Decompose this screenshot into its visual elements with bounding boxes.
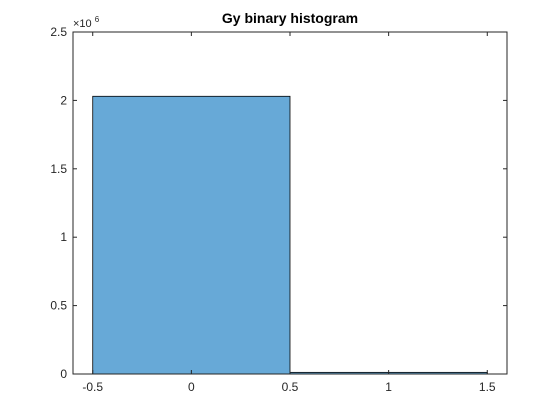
y-exponent-label: ×10 6	[73, 15, 100, 30]
chart-title: Gy binary histogram	[222, 10, 358, 26]
y-tick-label-4: 2	[60, 93, 67, 107]
x-tick-label-1: 0	[188, 380, 195, 394]
x-tick-label-2: 0.5	[282, 380, 299, 394]
y-tick-label-2: 1	[60, 230, 67, 244]
y-tick-label-3: 1.5	[50, 162, 67, 176]
y-exponent-power: 6	[95, 15, 100, 24]
y-tick-label-5: 2.5	[50, 25, 67, 39]
y-tick-label-0: 0	[60, 367, 67, 381]
y-tick-label-1: 0.5	[50, 299, 67, 313]
x-tick-label-4: 1.5	[479, 380, 496, 394]
x-ticks-group: -0.5 0 0.5 1 1.5	[82, 32, 496, 394]
y-exponent-base: ×10	[73, 18, 92, 30]
histogram-bar-0	[92, 95, 291, 375]
x-tick-label-3: 1	[385, 380, 392, 394]
y-ticks-group: 0 0.5 1 1.5 2 2.5	[50, 25, 507, 381]
x-tick-label-0: -0.5	[82, 380, 103, 394]
